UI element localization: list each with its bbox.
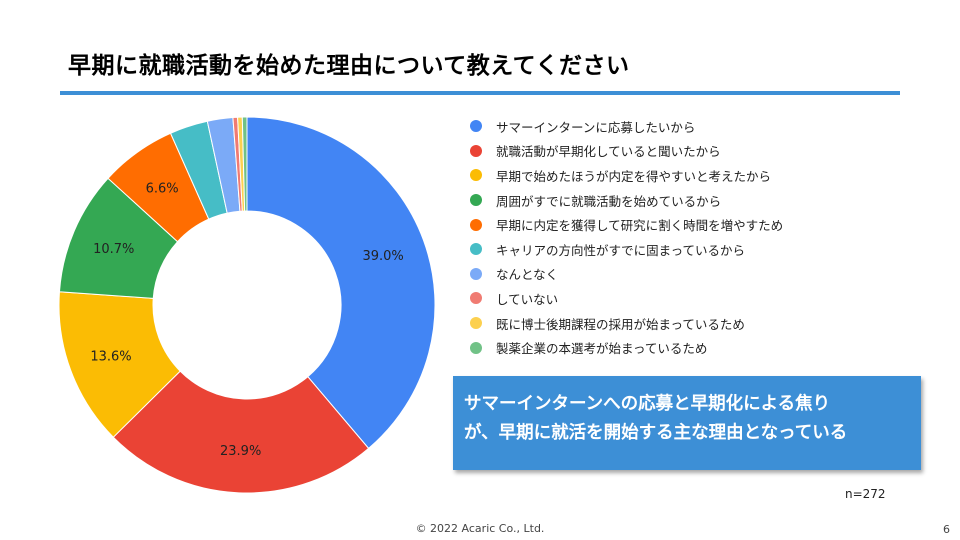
legend-swatch [470, 218, 482, 231]
slice-data-label-1: 39.0% [362, 249, 403, 264]
page-number: 6 [943, 523, 950, 536]
legend-item: 既に博士後期課程の採用が始まっているため [470, 311, 783, 336]
legend-label: キャリアの方向性がすでに固まっているから [496, 242, 746, 258]
legend-label: なんとなく [496, 267, 559, 283]
legend-item: していない [470, 286, 783, 311]
legend-item: 製薬企業の本選考が始まっているため [470, 335, 783, 360]
pie-slice-10 [241, 116, 248, 212]
legend-item: 就職活動が早期化していると聞いたから [470, 139, 783, 164]
legend-item: サマーインターンに応募したいから [470, 114, 783, 139]
summary-callout: サマーインターンへの応募と早期化による焦り が、早期に就活を開始する主な理由とな… [453, 376, 921, 470]
legend-swatch [470, 194, 482, 207]
legend-item: 早期に内定を獲得して研究に割く時間を増やすため [470, 212, 783, 237]
copyright-footer: © 2022 Acaric Co., Ltd. [415, 522, 545, 535]
callout-line-2: が、早期に就活を開始する主な理由となっている [464, 423, 848, 443]
legend-label: していない [496, 291, 559, 307]
legend-swatch [470, 243, 482, 256]
legend-swatch [470, 120, 482, 133]
legend-label: 早期で始めたほうが内定を得やすいと考えたから [496, 168, 772, 184]
legend-swatch [470, 341, 482, 354]
legend-item: 周囲がすでに就職活動を始めているから [470, 188, 783, 213]
donut-chart: 39.0% 23.9% 13.6% 10.7% 6.6% [58, 116, 436, 494]
legend-swatch [470, 267, 482, 280]
legend-label: 周囲がすでに就職活動を始めているから [496, 193, 722, 209]
legend-label: 就職活動が早期化していると聞いたから [496, 144, 721, 160]
legend-label: 製薬企業の本選考が始まっているため [496, 341, 708, 357]
slice-data-label-3: 13.6% [90, 349, 131, 364]
legend-label: サマーインターンに応募したいから [496, 119, 696, 135]
legend-label: 既に博士後期課程の採用が始まっているため [496, 316, 745, 332]
legend-item: キャリアの方向性がすでに固まっているから [470, 237, 783, 262]
slice-data-label-2: 23.9% [220, 444, 261, 459]
legend-swatch [470, 144, 482, 157]
chart-legend: サマーインターンに応募したいから就職活動が早期化していると聞いたから早期で始めた… [470, 114, 783, 360]
legend-swatch [470, 317, 482, 330]
slide-title: 早期に就職活動を始めた理由について教えてください [68, 53, 630, 79]
legend-label: 早期に内定を獲得して研究に割く時間を増やすため [496, 218, 784, 234]
title-underline [60, 91, 900, 95]
legend-swatch [470, 169, 482, 182]
pie-slice-2 [112, 370, 370, 494]
pie-slice-1 [246, 116, 436, 450]
legend-swatch [470, 292, 482, 305]
sample-size: n=272 [845, 487, 886, 501]
slice-data-label-5: 6.6% [146, 181, 179, 196]
slice-data-label-4: 10.7% [93, 242, 134, 257]
legend-item: なんとなく [470, 262, 783, 287]
callout-line-1: サマーインターンへの応募と早期化による焦り [464, 394, 831, 414]
legend-item: 早期で始めたほうが内定を得やすいと考えたから [470, 163, 783, 188]
